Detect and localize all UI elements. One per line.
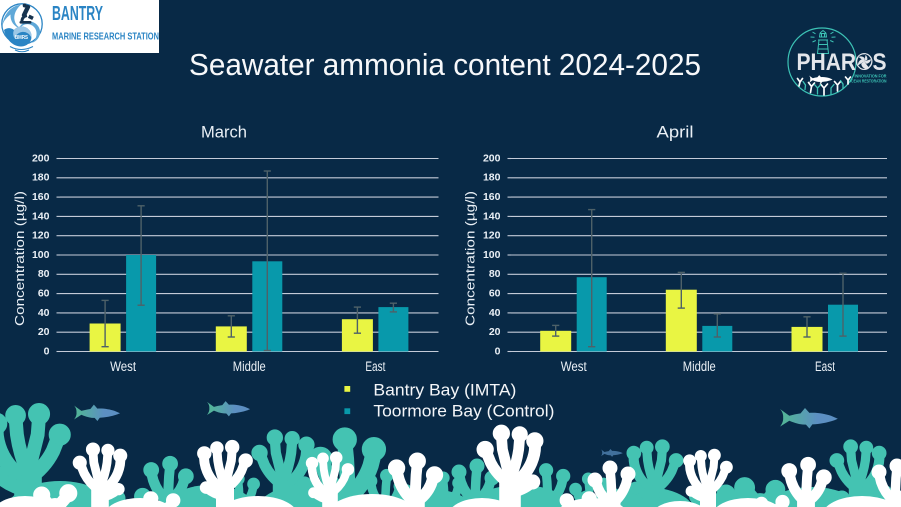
svg-text:Toormore Bay (Control): Toormore Bay (Control) <box>373 401 554 420</box>
svg-text:180: 180 <box>483 172 501 184</box>
svg-text:Middle: Middle <box>683 359 716 374</box>
svg-text:OCEAN RESTORATION: OCEAN RESTORATION <box>849 79 887 84</box>
svg-text:80: 80 <box>38 268 50 280</box>
svg-text:Concentration (µg/l): Concentration (µg/l) <box>12 191 27 326</box>
svg-text:BMRS: BMRS <box>15 35 28 41</box>
svg-text:100: 100 <box>483 249 501 261</box>
svg-text:120: 120 <box>483 230 501 242</box>
svg-text:0: 0 <box>44 345 50 357</box>
svg-text:INNOVATION FOR: INNOVATION FOR <box>855 73 888 78</box>
svg-text:60: 60 <box>38 288 50 300</box>
svg-text:120: 120 <box>32 230 50 242</box>
svg-text:April: April <box>657 122 694 141</box>
svg-text:20: 20 <box>489 326 501 338</box>
svg-text:BANTRY: BANTRY <box>52 3 103 25</box>
svg-text:Bantry Bay (IMTA): Bantry Bay (IMTA) <box>373 381 516 400</box>
svg-text:140: 140 <box>483 210 501 222</box>
svg-text:West: West <box>110 359 136 374</box>
svg-text:200: 200 <box>32 152 50 164</box>
svg-text:Seawater ammonia content 2024-: Seawater ammonia content 2024-2025 <box>189 47 701 82</box>
svg-text:20: 20 <box>38 326 50 338</box>
svg-text:0: 0 <box>495 345 501 357</box>
svg-text:160: 160 <box>483 191 501 203</box>
svg-text:West: West <box>561 359 587 374</box>
svg-text:100: 100 <box>32 249 50 261</box>
svg-text:March: March <box>201 122 247 141</box>
svg-text:East: East <box>815 359 835 374</box>
svg-text:160: 160 <box>32 191 50 203</box>
svg-text:60: 60 <box>489 288 501 300</box>
svg-text:80: 80 <box>489 268 501 280</box>
svg-text:40: 40 <box>489 307 501 319</box>
svg-text:200: 200 <box>483 152 501 164</box>
svg-text:40: 40 <box>38 307 50 319</box>
svg-text:MARINE RESEARCH STATION: MARINE RESEARCH STATION <box>52 32 159 43</box>
svg-text:Concentration (µg/l): Concentration (µg/l) <box>463 191 478 326</box>
svg-text:East: East <box>365 359 385 374</box>
svg-text:PHAROS: PHAROS <box>797 49 887 76</box>
svg-text:140: 140 <box>32 210 50 222</box>
svg-text:Middle: Middle <box>233 359 266 374</box>
svg-text:180: 180 <box>32 172 50 184</box>
